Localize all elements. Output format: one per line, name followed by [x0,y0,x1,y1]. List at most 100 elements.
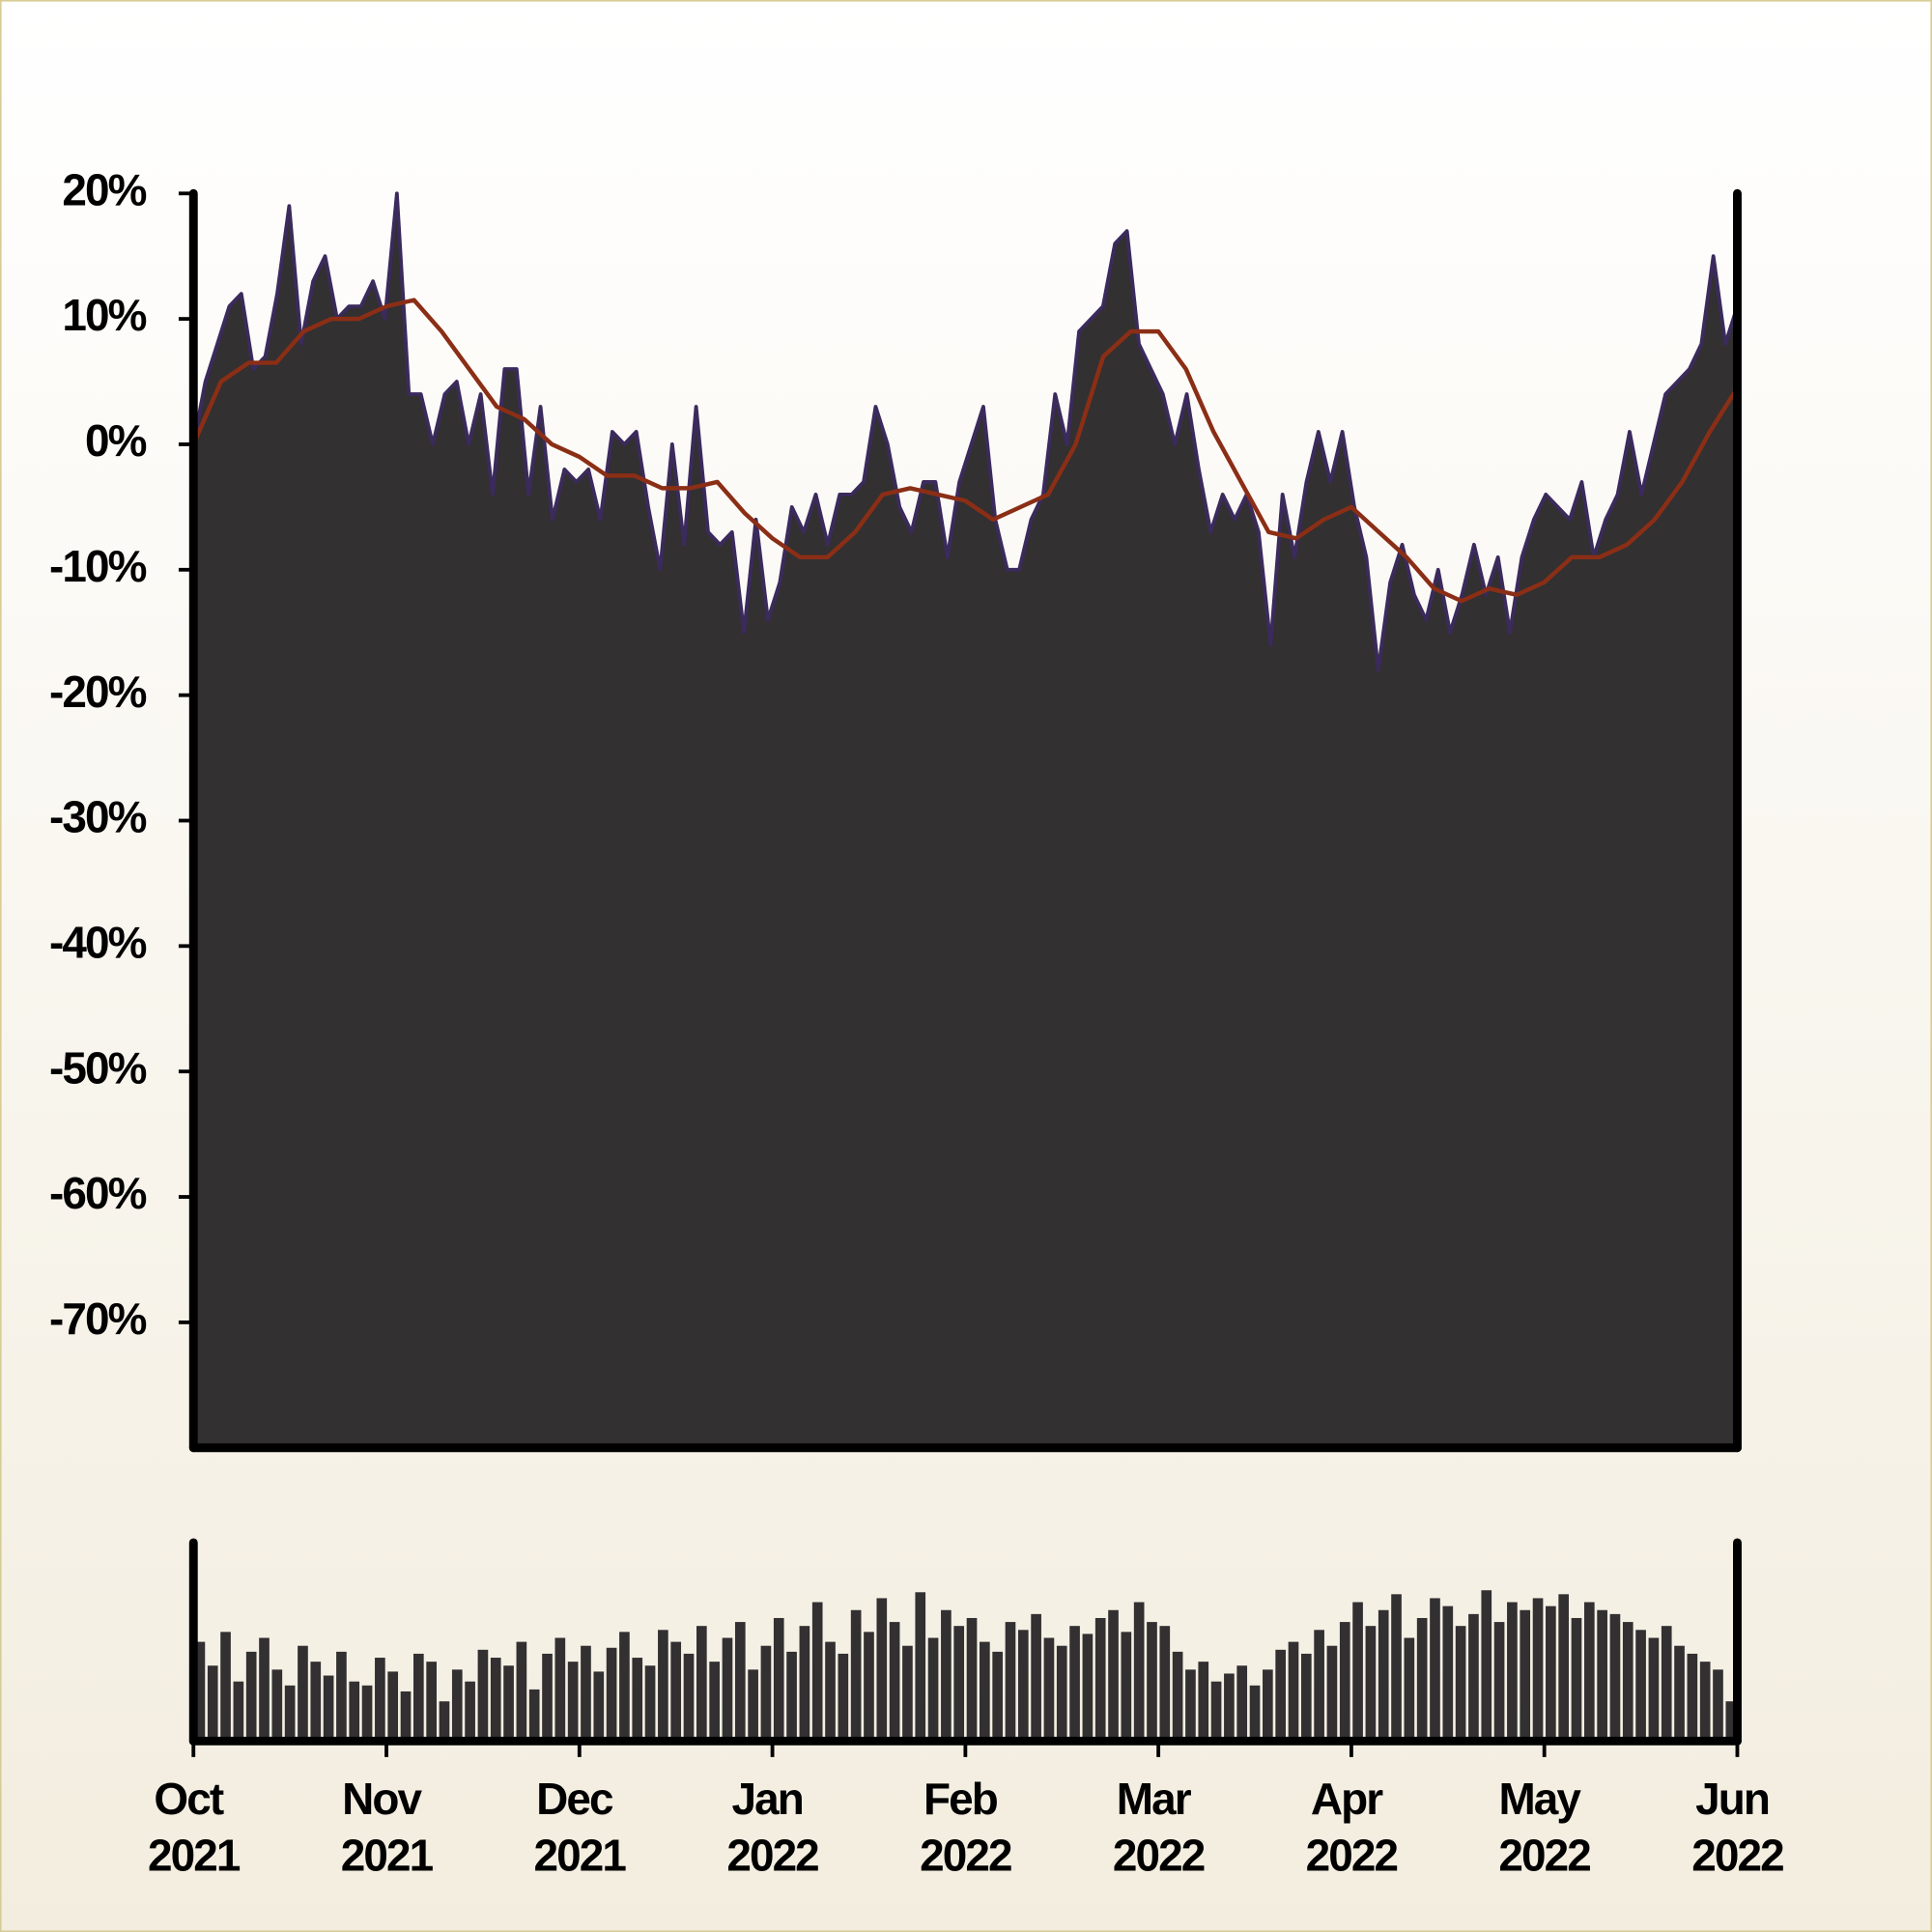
volume-bar [528,1689,540,1742]
volume-bar [670,1641,682,1742]
volume-bar [1571,1617,1582,1742]
volume-bar [838,1653,849,1742]
x-tick-label: Nov 2021 [341,1774,434,1881]
volume-bar [811,1602,823,1742]
volume-bar [799,1626,810,1742]
volume-bar [1069,1626,1080,1742]
volume-bar [1108,1609,1119,1742]
volume-bar [503,1665,514,1742]
volume-bar [310,1662,322,1742]
volume-bar [696,1626,707,1742]
area [191,191,1740,1450]
volume-bar [786,1651,797,1742]
volume-bar [542,1653,553,1742]
y-tick-label: -60% [49,1168,147,1218]
volume-bar [554,1637,566,1742]
volume-bar [426,1662,437,1742]
volume-bar [1198,1662,1209,1742]
volume-bar [1687,1653,1698,1742]
volume-bar [298,1645,308,1742]
volume-bar [1635,1630,1646,1742]
volume-bar [1713,1669,1723,1742]
volume-bar [1481,1590,1492,1742]
y-tick-label: -50% [49,1042,147,1093]
volume-bar [1043,1637,1055,1742]
y-tick-label: -40% [49,917,147,967]
volume-bar [323,1675,334,1742]
volume-bar [375,1658,385,1742]
volume-bar [1159,1626,1171,1742]
volume-bar [1493,1622,1505,1742]
volume-bar [207,1665,218,1742]
volume-bar [284,1685,296,1742]
volume-bar [245,1651,257,1742]
volume-bar [1597,1609,1607,1742]
volume-bar [1236,1665,1248,1742]
volume-bar [1121,1632,1132,1742]
volume-bar [619,1632,630,1742]
volume-bar [850,1609,862,1742]
volume-bar [1583,1602,1595,1742]
volume-bar [1147,1622,1157,1742]
x-tick-label: Mar 2022 [1113,1774,1205,1881]
volume-bar [220,1632,231,1742]
volume-bar [1699,1662,1711,1742]
volume-bar [1558,1594,1569,1742]
y-tick-label: 0% [85,415,147,466]
volume-bar [1622,1622,1634,1742]
volume-bar [1094,1617,1106,1742]
y-tick-label: -20% [49,667,147,717]
volume-bar [567,1662,579,1742]
volume-bar [387,1671,399,1742]
volume-bar [1365,1626,1377,1742]
moving-average-line [191,298,1740,604]
volume-bar [336,1651,347,1742]
volume-bar [889,1622,900,1742]
volume-bar [953,1626,965,1742]
volume-bar [683,1653,695,1742]
volume-bar [1172,1651,1183,1742]
volume-bar [1442,1605,1454,1742]
volume-bar [927,1637,939,1742]
volume-bar [194,1641,206,1742]
volume-bar [1275,1649,1286,1742]
volume-bar [722,1637,733,1742]
volume-bar [1648,1637,1660,1742]
volume-bar [1185,1669,1196,1742]
volume-bar [1224,1673,1235,1742]
volume-bar [748,1669,758,1742]
volume-panel: Oct 2021 Nov 2021 Dec 2021 Jan 2022 Feb 2022… [148,1538,1785,1881]
volume-bar [349,1681,360,1742]
x-tick-label: Feb 2022 [920,1774,1011,1881]
y-tick-label: -70% [49,1293,147,1344]
volume-bar [581,1645,591,1742]
x-tick-label: Jun 2022 [1691,1774,1783,1881]
volume-bar [451,1669,463,1742]
volume-bar [1005,1622,1016,1742]
y-tick-label: 20% [62,164,146,214]
volume-bar [1263,1669,1273,1742]
volume-bar [516,1641,527,1742]
volume-bar [1326,1645,1338,1742]
volume-bar [980,1641,990,1742]
volume-bar [259,1637,270,1742]
volume-bar [1725,1701,1737,1742]
volume-bar [760,1645,772,1742]
volume-bar [1082,1634,1094,1742]
volume-bar [1339,1622,1350,1742]
volume-bar [1031,1613,1041,1742]
volume-bar [1056,1645,1067,1742]
volume-bar [1546,1605,1556,1742]
price-panel: 20% 10% 0% -10% -20% -30% -40% -50% -60% -70% [49,164,1742,1453]
volume-bar [1352,1602,1363,1742]
volume-bar [1416,1617,1428,1742]
volume-bar [1455,1626,1466,1742]
x-tick-label: Apr 2022 [1306,1774,1398,1881]
volume-bar [271,1669,283,1742]
volume-bar [1249,1685,1261,1742]
y-tick-label: -30% [49,792,147,842]
volume-bar [1609,1613,1621,1742]
volume-bar [864,1632,874,1742]
volume-bar [413,1653,424,1742]
